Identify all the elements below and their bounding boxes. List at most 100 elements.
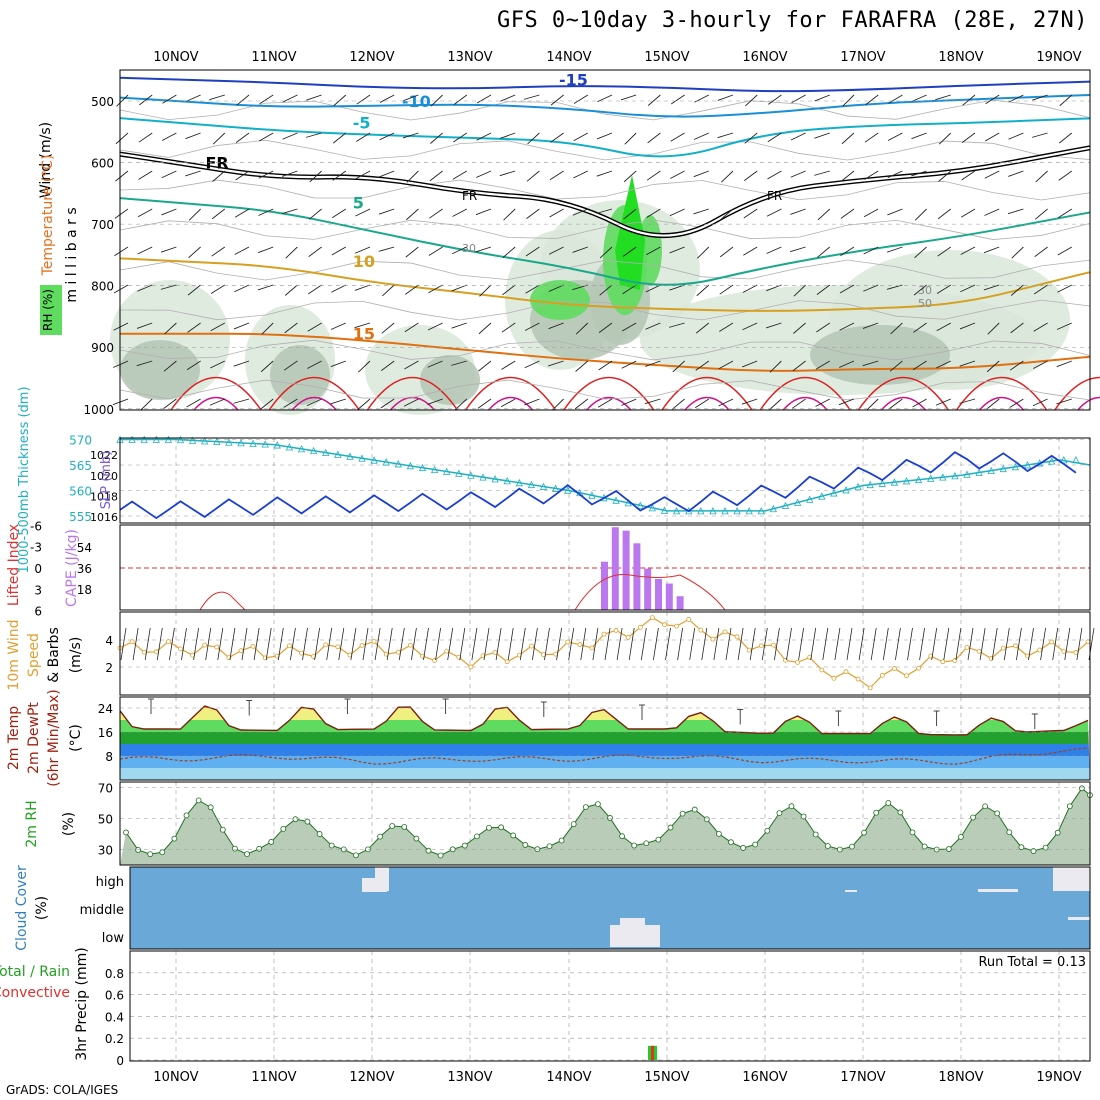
wind-barb bbox=[163, 360, 177, 372]
wind-barb bbox=[887, 132, 903, 141]
rh2m-marker bbox=[510, 832, 517, 839]
date-label-bottom: 13NOV bbox=[447, 1070, 492, 1085]
wind-barb bbox=[453, 132, 468, 143]
wind-barb bbox=[333, 94, 347, 107]
cloud-cover-block bbox=[1053, 867, 1090, 891]
cloud-level-label: middle bbox=[80, 903, 124, 918]
wind-barb bbox=[212, 132, 226, 145]
wind-barb bbox=[188, 246, 201, 259]
wind-barb bbox=[790, 170, 806, 178]
wind-barb bbox=[743, 208, 758, 219]
rh2m-marker bbox=[812, 831, 819, 838]
thickness-marker bbox=[769, 504, 778, 513]
wind10m-barb bbox=[713, 627, 720, 661]
li-curve bbox=[199, 591, 246, 611]
wind-barb bbox=[210, 322, 226, 332]
wind-barb bbox=[284, 322, 298, 334]
wind-barb bbox=[862, 360, 879, 367]
wind-barb bbox=[914, 246, 927, 259]
date-label-bottom: 10NOV bbox=[153, 1070, 198, 1085]
wind-barb bbox=[742, 284, 758, 293]
wind-barb bbox=[695, 322, 710, 334]
wind-barb bbox=[1010, 322, 1024, 334]
cape-bar bbox=[676, 596, 684, 610]
precip-tick-label: 0.2 bbox=[105, 1032, 124, 1046]
rh2m-marker bbox=[498, 824, 505, 831]
wind-barb bbox=[766, 246, 782, 254]
rh2m-marker bbox=[207, 804, 214, 811]
rh2m-marker bbox=[582, 804, 589, 811]
wind-barb bbox=[987, 322, 1000, 335]
wind-barb bbox=[765, 322, 782, 329]
wind-barb bbox=[961, 132, 976, 144]
wind-barb bbox=[938, 170, 952, 182]
rh2m-marker bbox=[570, 821, 577, 828]
wind10m-marker bbox=[625, 634, 631, 640]
freezing-label: FR bbox=[767, 189, 782, 203]
rh2m-marker bbox=[982, 803, 988, 810]
thickness-marker bbox=[781, 501, 790, 510]
rh2m-marker bbox=[183, 812, 190, 819]
temp-contour-20 bbox=[661, 376, 753, 411]
wind-barb bbox=[863, 208, 879, 218]
wind10m-barb bbox=[326, 627, 333, 661]
wind-barb bbox=[452, 208, 468, 217]
wind10m-marker bbox=[178, 646, 183, 652]
wind-barb bbox=[718, 360, 734, 370]
wind-barb bbox=[549, 208, 564, 218]
thickness-marker bbox=[842, 486, 850, 494]
wind-barb bbox=[160, 284, 177, 290]
rh2m-marker bbox=[994, 810, 1001, 817]
wind10m-barb bbox=[483, 627, 490, 661]
wind10m-barb bbox=[991, 627, 998, 661]
temp2m-line bbox=[119, 705, 1089, 736]
wind10m-barb bbox=[1003, 627, 1010, 661]
wind10m-marker bbox=[722, 629, 728, 635]
thickness-marker bbox=[455, 469, 463, 477]
thickness-marker bbox=[963, 470, 971, 478]
temp2m-axis-title: 2m Temp bbox=[6, 706, 22, 770]
wind10m-marker bbox=[843, 669, 849, 675]
thickness-marker bbox=[1023, 461, 1032, 469]
upper-air-frame bbox=[119, 69, 1091, 411]
thickness-tick-label: 565 bbox=[69, 459, 92, 473]
thickness-tick-label: 560 bbox=[69, 485, 92, 499]
wind-barb bbox=[668, 322, 685, 328]
isotherm-label: 15 bbox=[353, 325, 375, 344]
wind-barb bbox=[188, 208, 201, 221]
wind-barb bbox=[451, 360, 467, 366]
wind-barb bbox=[936, 284, 952, 294]
wind10m-marker bbox=[299, 650, 304, 656]
wind-barb bbox=[185, 170, 201, 177]
temp2m-tick-label: 24 bbox=[98, 702, 113, 716]
wind10m-barb bbox=[459, 627, 466, 661]
thickness-marker bbox=[430, 465, 439, 473]
wind-barb bbox=[354, 322, 371, 329]
wind-barb bbox=[309, 170, 322, 183]
wind10m-barb bbox=[798, 627, 804, 661]
wind-barb bbox=[694, 398, 710, 409]
wind-barb bbox=[1034, 208, 1048, 220]
thickness-marker bbox=[418, 463, 427, 472]
cape-axis-title: CAPE (J/kg) bbox=[64, 529, 80, 607]
wind-barb bbox=[1057, 284, 1073, 293]
wind-barb bbox=[330, 360, 346, 368]
wind-barb bbox=[816, 322, 831, 333]
rh-shade-mid bbox=[120, 340, 200, 400]
wind-barb bbox=[960, 246, 976, 255]
wind-barb bbox=[161, 208, 177, 216]
wind-barb bbox=[719, 246, 734, 258]
thickness-tick-label: 555 bbox=[69, 510, 92, 524]
wind-barb bbox=[404, 322, 419, 333]
rh2m-marker bbox=[352, 852, 359, 859]
wind-barb bbox=[501, 322, 516, 333]
wind-barb bbox=[405, 246, 419, 258]
wind-barb bbox=[261, 322, 274, 335]
li-tick-label: 6 bbox=[34, 605, 42, 619]
wind-barb bbox=[406, 170, 419, 183]
wind10m-barb bbox=[556, 627, 562, 661]
temp2m-tick-label: 16 bbox=[98, 726, 113, 740]
wind-barb bbox=[427, 398, 443, 405]
thickness-marker bbox=[1048, 457, 1056, 465]
gray-contour-line bbox=[119, 299, 1091, 321]
